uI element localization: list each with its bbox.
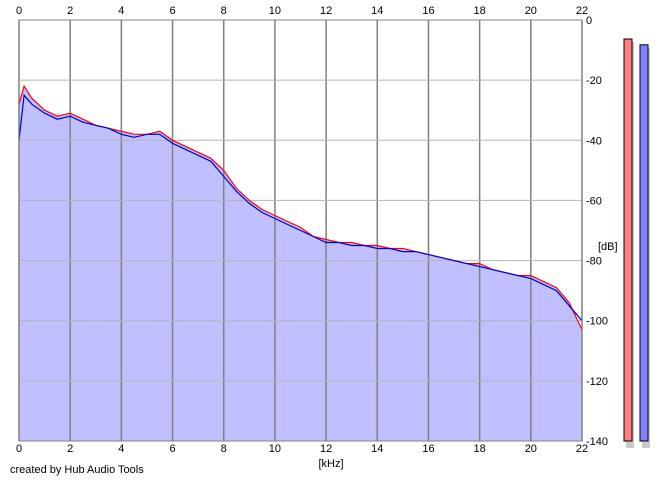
spectrum-fill — [19, 86, 582, 441]
level-meter-bar — [639, 44, 649, 442]
y-tick-label: 0 — [586, 15, 592, 27]
x-tick-label-top: 10 — [269, 5, 281, 17]
x-tick-label-bottom: 14 — [371, 443, 383, 455]
x-tick-label-top: 18 — [474, 5, 486, 17]
x-tick-label-bottom: 16 — [422, 443, 434, 455]
y-tick-label: -100 — [586, 316, 608, 328]
y-tick-label: -140 — [586, 436, 608, 448]
x-tick-label-bottom: 2 — [67, 443, 73, 455]
x-tick-label-bottom: 12 — [320, 443, 332, 455]
x-tick-label-bottom: 4 — [118, 443, 124, 455]
x-tick-label-top: 2 — [67, 5, 73, 17]
y-axis-label: [dB] — [598, 241, 618, 253]
plot-frame — [18, 19, 583, 442]
axes: 002244668810101212141416161818202022220-… — [16, 5, 608, 455]
x-tick-label-top: 6 — [169, 5, 175, 17]
x-axis-label: [kHz] — [318, 458, 343, 470]
level-meter-bar — [623, 38, 633, 442]
credit-text: created by Hub Audio Tools — [10, 464, 144, 476]
plot-area — [18, 19, 583, 442]
y-tick-label: -60 — [586, 195, 602, 207]
y-tick-label: -40 — [586, 135, 602, 147]
y-tick-label: -80 — [586, 256, 602, 268]
x-tick-label-bottom: 20 — [525, 443, 537, 455]
x-tick-label-bottom: 6 — [169, 443, 175, 455]
x-tick-label-bottom: 10 — [269, 443, 281, 455]
x-tick-label-top: 20 — [525, 5, 537, 17]
x-tick-label-bottom: 0 — [16, 443, 22, 455]
x-tick-label-top: 12 — [320, 5, 332, 17]
x-tick-label-top: 14 — [371, 5, 383, 17]
x-tick-label-bottom: 8 — [221, 443, 227, 455]
x-tick-label-top: 4 — [118, 5, 124, 17]
y-tick-label: -20 — [586, 75, 602, 87]
x-tick-label-top: 16 — [422, 5, 434, 17]
x-tick-label-bottom: 22 — [576, 443, 588, 455]
series-line-2 — [18, 93, 583, 322]
y-tick-label: -120 — [586, 376, 608, 388]
x-tick-label-top: 0 — [16, 5, 22, 17]
x-tick-label-top: 22 — [576, 5, 588, 17]
x-tick-label-bottom: 18 — [474, 443, 486, 455]
level-meters — [623, 38, 650, 448]
x-tick-label-top: 8 — [221, 5, 227, 17]
